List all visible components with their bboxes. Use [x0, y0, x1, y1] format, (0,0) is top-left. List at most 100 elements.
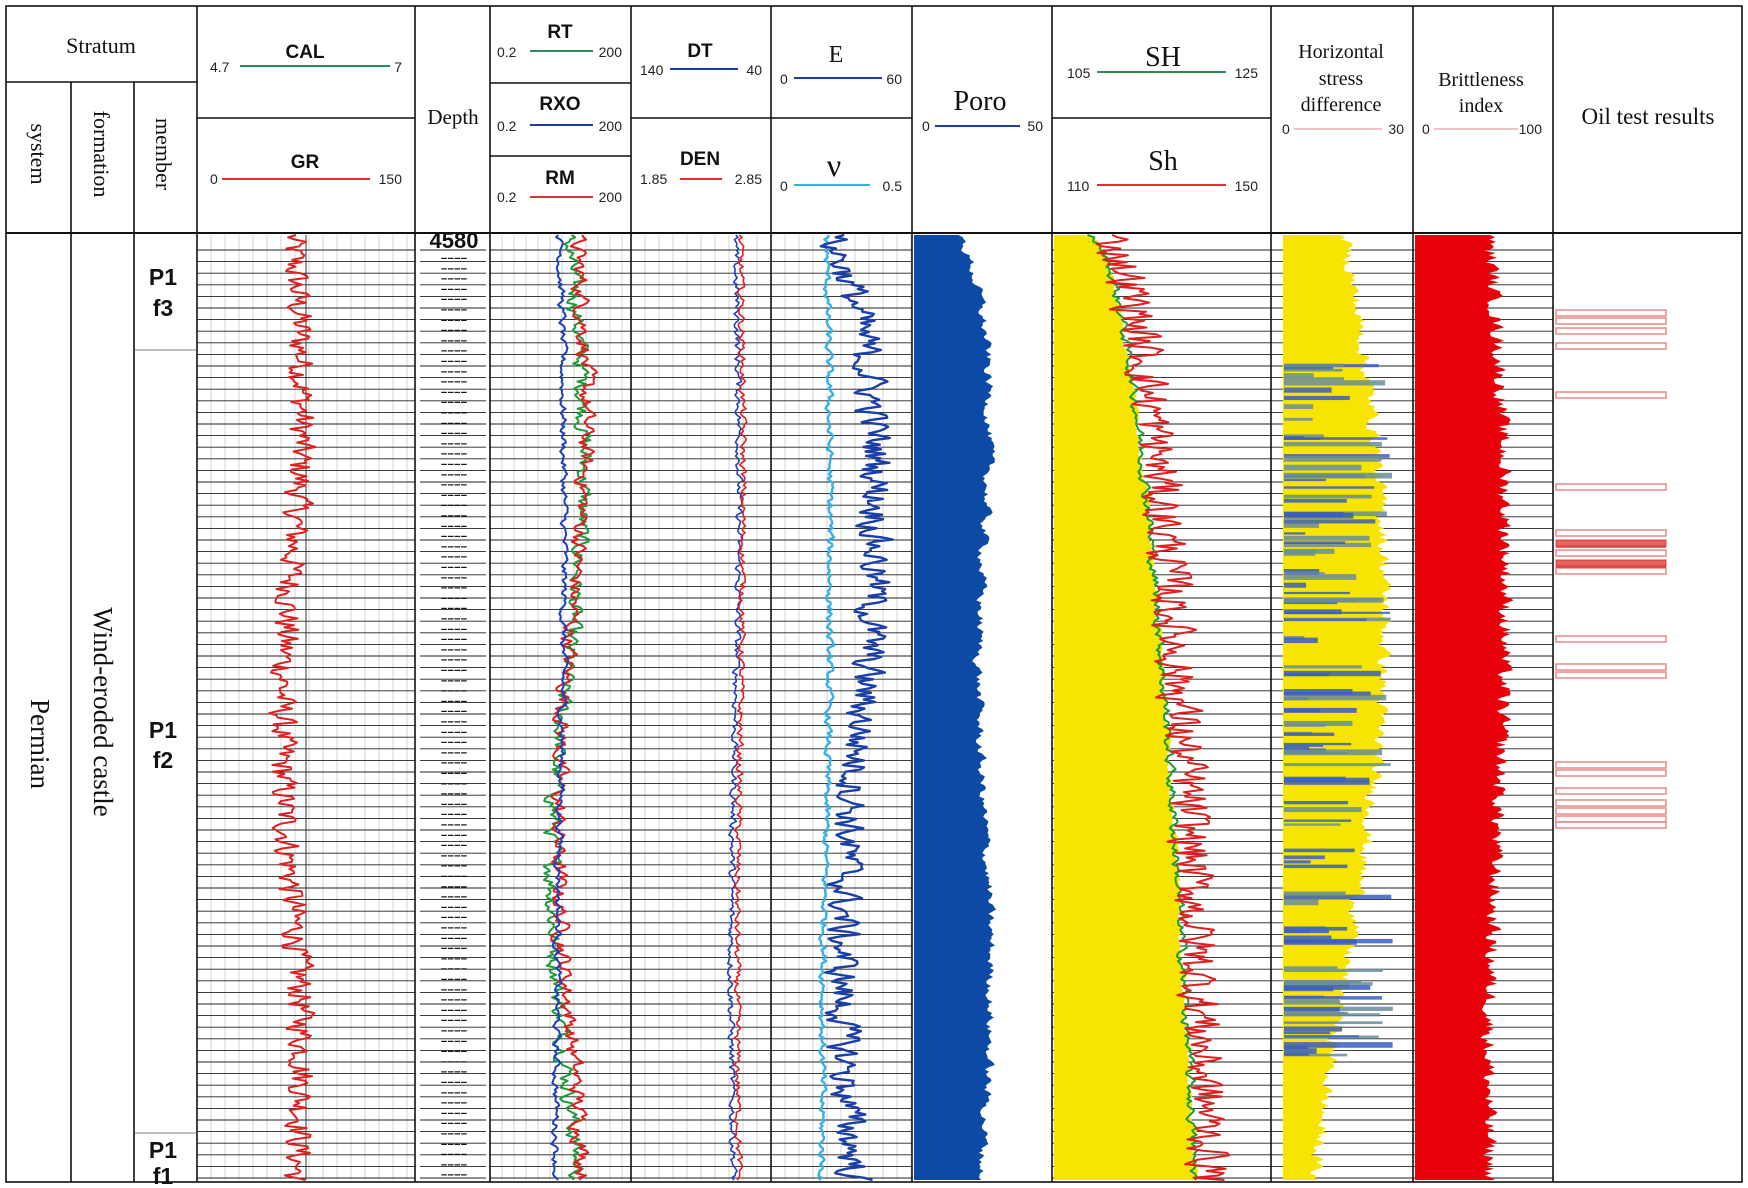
- depth-tick-mark: −−−−: [441, 821, 468, 833]
- hsd-blue-band: [1284, 899, 1319, 906]
- hsd-blue-band: [1284, 746, 1310, 750]
- hsd-blue-band: [1284, 591, 1350, 595]
- depth-tick-mark: −−−−: [441, 275, 468, 287]
- depth-tick-mark: −−−−: [441, 954, 468, 966]
- gr-name: GR: [291, 152, 320, 173]
- depth-tick-mark: −−−−: [441, 625, 468, 637]
- hsd-blue-band: [1284, 864, 1348, 869]
- rt-min: 0.2: [497, 44, 517, 60]
- hsd-blue-band: [1284, 807, 1362, 813]
- depth-tick-mark: −−−−: [441, 295, 468, 307]
- hsd-blue-band: [1284, 996, 1382, 1000]
- den-name: DEN: [680, 149, 720, 170]
- e-max: 60: [886, 71, 902, 87]
- e-name: E: [829, 42, 844, 68]
- hsd-blue-band: [1284, 860, 1311, 864]
- member-header: member: [151, 118, 176, 191]
- hsd-blue-band: [1284, 572, 1325, 575]
- sh-min-name: Sh: [1148, 146, 1178, 177]
- depth-tick-mark: −−−−: [441, 450, 468, 462]
- gr-min: 0: [210, 171, 218, 187]
- hsd-blue-band: [1284, 935, 1332, 940]
- depth-tick-mark: −−−−: [441, 944, 468, 956]
- hsd-blue-band: [1284, 891, 1346, 896]
- oil-test-band: [1555, 799, 1667, 807]
- depth-tick-mark: −−−−: [441, 779, 468, 791]
- depth-tick-mark: −−−−: [441, 1057, 468, 1069]
- depth-tick-mark: −−−−: [441, 718, 468, 730]
- hsd-blue-band: [1284, 1011, 1345, 1014]
- depth-tick-mark: −−−−: [441, 439, 468, 451]
- depth-tick-mark: −−−−: [441, 326, 468, 338]
- hsd-blue-band: [1284, 387, 1332, 393]
- member-p1f1-line2: f1: [153, 1163, 174, 1188]
- hsd-blue-band: [1284, 1026, 1342, 1032]
- rm-max: 200: [599, 189, 623, 205]
- hsd-min: 0: [1282, 121, 1290, 137]
- cal-name: CAL: [285, 42, 324, 63]
- hsd-blue-band: [1284, 763, 1391, 767]
- depth-tick-mark: −−−−: [441, 1160, 468, 1172]
- formation-wind-eroded-castle: Wind-eroded castle: [88, 607, 118, 817]
- rt-name: RT: [547, 22, 573, 43]
- rm-curve: [550, 234, 598, 1181]
- hsd-blue-band: [1284, 1053, 1348, 1057]
- brittleness-header-line2: index: [1459, 95, 1503, 117]
- hsd-blue-band: [1284, 1021, 1383, 1025]
- dt-curve: [726, 234, 744, 1181]
- hsd-blue-band: [1284, 1053, 1309, 1056]
- hsd-blue-band: [1284, 694, 1387, 701]
- rxo-curve: [550, 234, 570, 1181]
- depth-tick-mark: −−−−: [441, 1119, 468, 1131]
- oil-test-band: [1555, 635, 1667, 643]
- hsd-blue-band: [1284, 368, 1343, 372]
- depth-tick-mark: −−−−: [441, 975, 468, 987]
- hsd-blue-band: [1284, 437, 1388, 440]
- hsd-blue-band: [1284, 926, 1348, 931]
- hsd-blue-band: [1284, 742, 1352, 746]
- oil-test-band: [1555, 567, 1667, 575]
- hsd-blue-band: [1284, 597, 1384, 603]
- poro-min: 0: [922, 118, 930, 134]
- hsd-blue-band: [1284, 1013, 1380, 1017]
- log-tracks: −−−−−−−−−−−−−−−−−−−−−−−−−−−−−−−−−−−−−−−−…: [197, 233, 1667, 1183]
- hsd-blue-band: [1284, 1000, 1341, 1005]
- brittleness-max: 100: [1519, 121, 1543, 137]
- hsd-blue-band: [1284, 486, 1375, 489]
- nu-min: 0: [780, 178, 788, 194]
- member-p1f2-line1: P1: [149, 717, 177, 743]
- hsd-blue-band: [1284, 1007, 1340, 1012]
- hsd-blue-band: [1284, 707, 1357, 713]
- den-min: 1.85: [640, 171, 667, 187]
- hsd-blue-band: [1284, 532, 1306, 535]
- depth-tick-mark: −−−−: [441, 800, 468, 812]
- depth-tick-mark: −−−−: [441, 738, 468, 750]
- depth-tick-mark: −−−−: [441, 687, 468, 699]
- depth-tick-mark: −−−−: [441, 367, 468, 379]
- depth-tick-mark: −−−−: [441, 481, 468, 493]
- hsd-blue-band: [1284, 472, 1392, 479]
- hsd-blue-band: [1284, 777, 1370, 782]
- depth-tick-mark: −−−−: [441, 522, 468, 534]
- depth-tick-mark: −−−−: [441, 336, 468, 348]
- depth-tick-mark: −−−−: [441, 985, 468, 997]
- depth-tick-mark: −−−−: [441, 419, 468, 431]
- hsd-blue-band: [1284, 574, 1357, 580]
- depth-tick-mark: −−−−: [441, 429, 468, 441]
- depth-tick-mark: −−−−: [441, 645, 468, 657]
- depth-tick-mark: −−−−: [441, 934, 468, 946]
- depth-tick-mark: −−−−: [441, 460, 468, 472]
- depth-start-label: 4580: [430, 228, 479, 253]
- rm-name: RM: [545, 168, 575, 189]
- hsd-blue-band: [1284, 377, 1344, 381]
- depth-tick-mark: −−−−: [441, 316, 468, 328]
- oil-test-band: [1555, 317, 1667, 325]
- member-p1f3-line1: P1: [149, 264, 177, 290]
- scale-lines: [222, 50, 1518, 198]
- depth-tick-mark: −−−−: [441, 862, 468, 874]
- hsd-blue-band: [1284, 366, 1333, 371]
- hsd-blue-band: [1284, 464, 1362, 471]
- stratum-title: Stratum: [66, 33, 136, 58]
- dt-min: 140: [640, 62, 664, 78]
